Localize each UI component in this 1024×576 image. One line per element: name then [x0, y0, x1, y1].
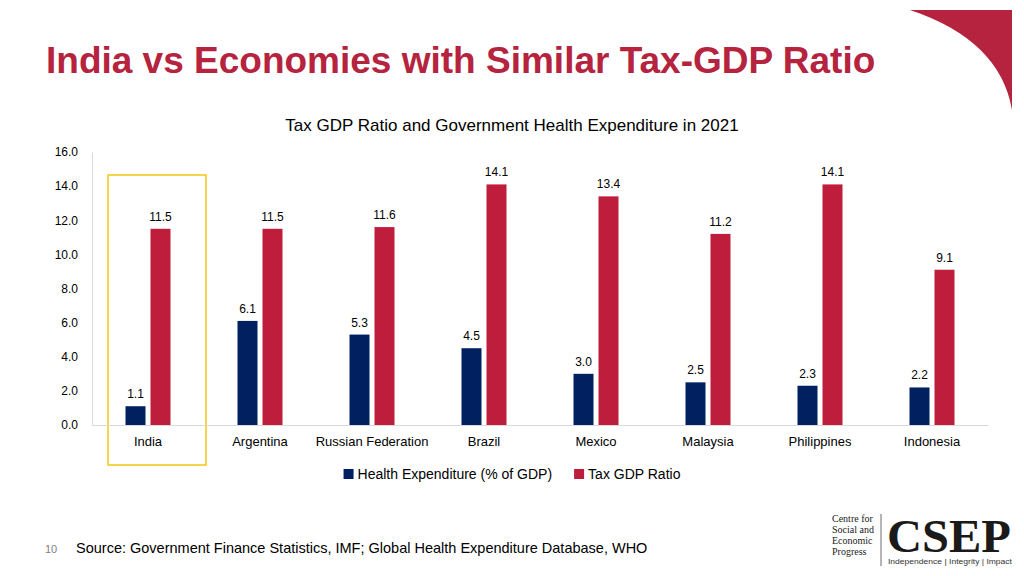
bar	[375, 227, 395, 425]
bar	[910, 387, 930, 425]
x-axis-line	[93, 425, 989, 426]
y-tick-label: 14.0	[55, 179, 79, 193]
y-tick-label: 6.0	[61, 316, 78, 330]
bar	[151, 229, 171, 425]
legend-swatch	[344, 469, 354, 479]
data-label: 5.3	[351, 316, 368, 330]
logo-tagline: Independence | Integrity | Impact	[888, 557, 1013, 566]
y-tick: 16.0	[55, 145, 92, 159]
y-axis-line	[92, 153, 93, 426]
x-tick-label: Russian Federation	[316, 434, 429, 449]
y-tick: 10.0	[55, 248, 92, 262]
logo-name: CSEP	[887, 511, 1011, 562]
bar	[711, 234, 731, 425]
bar	[462, 348, 482, 425]
legend: Health Expenditure (% of GDP) Tax GDP Rat…	[344, 466, 681, 482]
x-tick: Russian Federation	[316, 425, 429, 449]
highlight-box	[108, 175, 206, 465]
y-tick-label: 16.0	[55, 145, 79, 159]
data-label: 14.1	[821, 165, 845, 179]
bar	[126, 406, 146, 425]
data-label: 11.2	[709, 215, 732, 229]
y-axis: 0.0 2.0 4.0 6.0 8.0 10.0 12.0 14.0 16.0	[55, 145, 93, 432]
bar	[935, 270, 955, 425]
legend-swatch	[574, 469, 584, 479]
x-tick-label: Philippines	[789, 434, 852, 449]
x-tick: India	[134, 425, 163, 449]
data-label: 11.5	[261, 210, 284, 224]
x-tick-label: Indonesia	[904, 434, 961, 449]
x-tick: Mexico	[575, 425, 616, 449]
logo-divider	[881, 514, 882, 566]
data-label: 2.2	[911, 368, 928, 382]
y-tick: 12.0	[55, 214, 92, 228]
logo-line: Centre for	[832, 513, 873, 524]
bar	[263, 229, 283, 425]
y-tick: 0.0	[61, 418, 92, 432]
heading: India vs Economies with Similar Tax-GDP …	[46, 40, 875, 81]
bar	[823, 184, 843, 425]
y-tick: 2.0	[61, 384, 92, 398]
x-tick: Brazil	[468, 425, 501, 449]
data-label: 3.0	[575, 355, 592, 369]
x-tick: Philippines	[789, 425, 852, 449]
y-tick: 14.0	[55, 179, 92, 193]
x-tick-label: Argentina	[232, 434, 288, 449]
bars	[126, 184, 955, 425]
logo-line: Economic	[832, 535, 873, 546]
data-label: 1.1	[127, 387, 144, 401]
bar	[599, 196, 619, 425]
data-label: 11.6	[373, 208, 396, 222]
x-axis: India Argentina Russian Federation Brazil Me…	[93, 425, 989, 449]
x-tick-label: Malaysia	[682, 434, 734, 449]
logo-line: Progress	[832, 546, 867, 557]
data-label: 14.1	[485, 165, 509, 179]
data-label: 9.1	[936, 251, 953, 265]
logo: Centre forSocial andEconomicProgress CSEP…	[832, 511, 1013, 566]
data-label: 11.5	[149, 210, 172, 224]
y-tick-label: 0.0	[61, 418, 78, 432]
x-tick-label: India	[134, 434, 163, 449]
legend-item: Health Expenditure (% of GDP)	[344, 466, 553, 482]
source: Source: Government Finance Statistics, I…	[76, 540, 647, 556]
x-tick-label: Mexico	[575, 434, 616, 449]
y-tick: 8.0	[61, 282, 92, 296]
y-tick-label: 4.0	[61, 350, 78, 364]
bar	[238, 321, 258, 425]
chart-title: Tax GDP Ratio and Government Health Expe…	[285, 116, 738, 135]
data-label: 13.4	[597, 177, 621, 191]
data-labels: 1.1 6.1 5.3 4.5 3.0 2.5 2.3 2.2 11.5 11.5 11.6 14.1…	[127, 165, 953, 401]
slide: India vs Economies with Similar Tax-GDP …	[0, 0, 1024, 576]
legend-label: Tax GDP Ratio	[588, 466, 681, 482]
y-tick: 4.0	[61, 350, 92, 364]
y-tick-label: 8.0	[61, 282, 78, 296]
y-tick-label: 12.0	[55, 214, 79, 228]
x-tick-label: Brazil	[468, 434, 501, 449]
bar	[574, 374, 594, 425]
corner-decoration	[910, 10, 1012, 110]
bar	[487, 184, 507, 425]
x-tick: Malaysia	[682, 425, 734, 449]
data-label: 4.5	[463, 329, 480, 343]
data-label: 2.3	[799, 367, 816, 381]
legend-label: Health Expenditure (% of GDP)	[358, 466, 553, 482]
bar	[350, 335, 370, 425]
logo-line: Social and	[832, 524, 874, 535]
legend-item: Tax GDP Ratio	[574, 466, 681, 482]
y-tick-label: 2.0	[61, 384, 78, 398]
data-label: 2.5	[687, 363, 704, 377]
bar	[686, 382, 706, 425]
y-tick-label: 10.0	[55, 248, 79, 262]
data-label: 6.1	[239, 302, 256, 316]
bar	[798, 386, 818, 425]
x-tick: Indonesia	[904, 425, 961, 449]
page-number: 10	[45, 543, 57, 555]
y-tick: 6.0	[61, 316, 92, 330]
x-tick: Argentina	[232, 425, 288, 449]
